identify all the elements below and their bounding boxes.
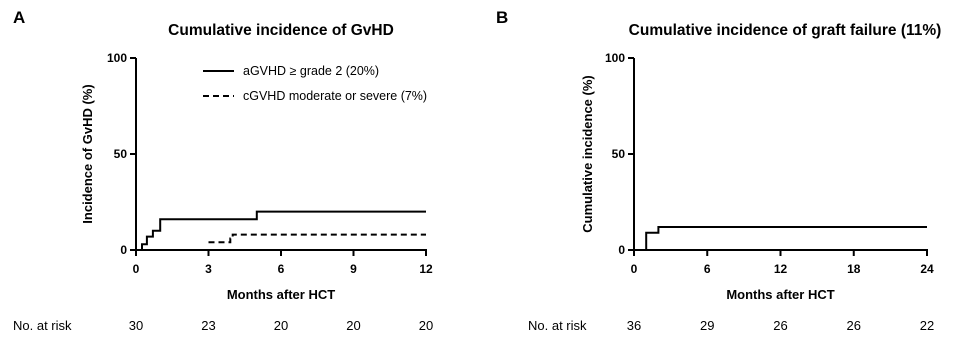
x-tick-label: 12 (774, 262, 788, 276)
x-tick-label: 9 (350, 262, 357, 276)
x-axis-label: Months after HCT (726, 287, 834, 302)
legend-entry: cGVHD moderate or severe (7%) (243, 89, 427, 103)
risk-count: 30 (129, 318, 143, 333)
risk-count: 20 (346, 318, 360, 333)
x-axis-label: Months after HCT (227, 287, 335, 302)
y-tick-label: 0 (120, 243, 127, 257)
risk-count: 20 (419, 318, 433, 333)
risk-table-label: No. at risk (528, 318, 587, 333)
panel-letter: B (496, 8, 508, 27)
x-tick-label: 12 (419, 262, 433, 276)
chart-title: Cumulative incidence of graft failure (1… (629, 22, 942, 39)
panel-b-graft-failure-chart: B Cumulative incidence of graft failure (… (496, 8, 941, 333)
y-tick-label: 100 (107, 51, 127, 65)
risk-count: 26 (773, 318, 787, 333)
x-tick-label: 18 (847, 262, 861, 276)
chart-title: Cumulative incidence of GvHD (168, 22, 394, 39)
y-axis-label: Cumulative incidence (%) (580, 75, 595, 232)
y-tick-label: 50 (612, 147, 626, 161)
series-line-1 (136, 210, 426, 251)
risk-count: 22 (920, 318, 934, 333)
x-tick-label: 6 (704, 262, 711, 276)
x-tick-label: 24 (920, 262, 934, 276)
risk-count: 36 (627, 318, 641, 333)
legend-entry: aGVHD ≥ grade 2 (20%) (243, 64, 379, 78)
risk-count: 23 (201, 318, 215, 333)
y-tick-label: 100 (605, 51, 625, 65)
risk-count: 29 (700, 318, 714, 333)
x-tick-label: 6 (278, 262, 285, 276)
x-tick-label: 3 (205, 262, 212, 276)
risk-table-label: No. at risk (13, 318, 72, 333)
panel-a-gvhd-chart: A Cumulative incidence of GvHD 0 50 100 0 30 3 2… (13, 8, 433, 333)
series-line-1 (634, 226, 927, 251)
x-tick-label: 0 (631, 262, 638, 276)
y-tick-label: 50 (114, 147, 128, 161)
risk-count: 20 (274, 318, 288, 333)
x-tick-label: 0 (133, 262, 140, 276)
y-tick-label: 0 (618, 243, 625, 257)
panel-letter: A (13, 8, 25, 27)
y-axis-label: Incidence of GvHD (%) (80, 84, 95, 223)
series-line-2 (208, 233, 426, 244)
risk-count: 26 (847, 318, 861, 333)
